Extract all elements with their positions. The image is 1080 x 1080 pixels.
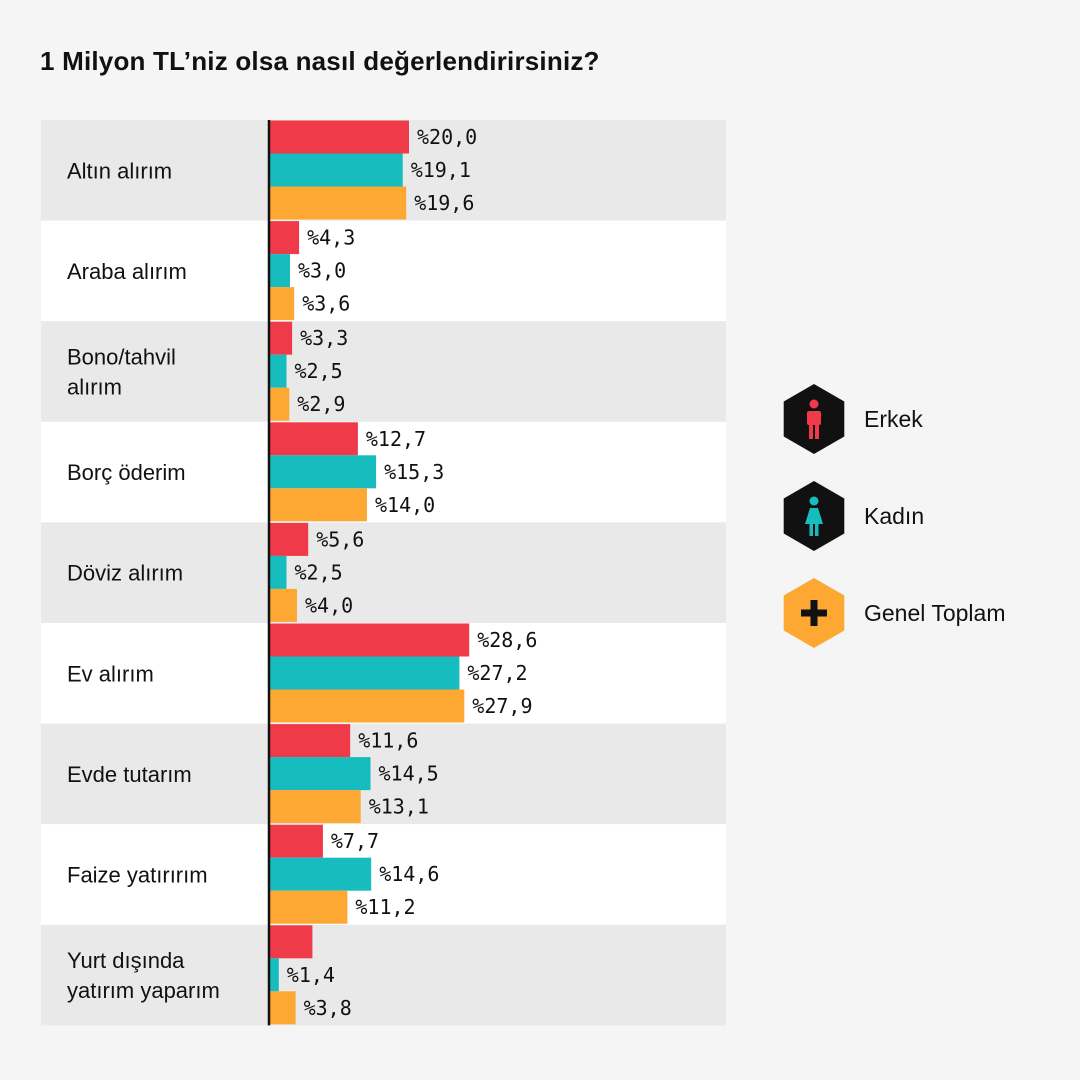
value-label: %2,5 — [295, 359, 343, 383]
bar-genel-toplam — [269, 689, 465, 723]
row-background — [41, 924, 726, 1026]
row-background — [41, 723, 726, 825]
value-label: %20,0 — [417, 125, 477, 149]
row-background — [41, 321, 726, 422]
bar-genel-toplam — [269, 488, 367, 522]
bar-erkek — [269, 321, 293, 355]
value-label: %14,6 — [379, 862, 439, 886]
value-label: %3,6 — [302, 292, 350, 316]
bar-erkek — [269, 422, 358, 456]
bar-kadin — [269, 555, 287, 589]
category-label: Döviz alırım — [67, 561, 183, 586]
legend-item: Kadın — [783, 481, 924, 551]
legend: Erkek Kadın Genel Toplam — [783, 384, 1006, 648]
value-labels: %20,0 %19,1 %19,6 %4,3 %3,0 %3,6 %3,3 %2,5 %2,9%… — [287, 125, 538, 1020]
row-background — [41, 421, 726, 523]
category-label: Bono/tahvil alırım — [67, 345, 176, 400]
female-icon — [783, 481, 845, 551]
value-label: %4,0 — [305, 593, 353, 617]
value-label: %3,0 — [298, 259, 346, 283]
bar-genel-toplam — [269, 287, 295, 321]
value-label: %14,0 — [375, 493, 435, 517]
bar-genel-toplam — [269, 890, 348, 924]
category-label: Borç öderim — [67, 460, 186, 485]
bar-kadin — [269, 958, 279, 992]
value-label: %11,2 — [355, 895, 415, 919]
bar-kadin — [269, 757, 371, 791]
category-label: Altın alırım — [67, 158, 172, 183]
value-label: %7,7 — [331, 829, 379, 853]
category-label: Faize yatırırım — [67, 863, 208, 888]
category-label: Evde tutarım — [67, 762, 192, 787]
legend-item: Erkek — [783, 384, 923, 454]
legend-label: Kadın — [864, 503, 924, 529]
bar-genel-toplam — [269, 588, 297, 622]
value-label: %14,5 — [379, 762, 439, 786]
bar-erkek — [269, 221, 300, 255]
category-labels: Altın alırım Araba alırım Bono/tahvil alırı… — [67, 158, 220, 1003]
value-label: %4,3 — [307, 226, 355, 250]
row-background — [41, 522, 726, 623]
plus-icon — [783, 578, 845, 648]
legend-item: Genel Toplam — [783, 578, 1006, 648]
bar-kadin — [269, 656, 460, 690]
value-label: %2,9 — [297, 392, 345, 416]
legend-label: Erkek — [864, 406, 923, 432]
chart-title: 1 Milyon TL’niz olsa nasıl değerlendirir… — [40, 46, 600, 76]
bar-kadin — [269, 857, 372, 891]
value-label: %3,3 — [300, 326, 348, 350]
bars — [269, 120, 470, 1025]
legend-label: Genel Toplam — [864, 600, 1006, 626]
value-label: %12,7 — [366, 427, 426, 451]
bar-erkek — [269, 724, 351, 758]
value-label: %2,5 — [295, 560, 343, 584]
value-label: %19,1 — [411, 158, 471, 182]
category-label: Ev alırım — [67, 661, 154, 686]
bar-genel-toplam — [269, 790, 361, 824]
row-backgrounds — [41, 120, 726, 1026]
bar-genel-toplam — [269, 387, 290, 421]
bar-erkek — [269, 824, 323, 858]
value-label: %5,6 — [316, 527, 364, 551]
bar-genel-toplam — [269, 186, 407, 220]
bar-kadin — [269, 153, 403, 187]
value-label: %19,6 — [414, 191, 474, 215]
bar-genel-toplam — [269, 991, 296, 1025]
value-label: %27,2 — [467, 661, 527, 685]
value-label: %13,1 — [369, 795, 429, 819]
row-background — [41, 824, 726, 925]
bar-erkek — [269, 120, 409, 154]
value-label: %11,6 — [358, 729, 418, 753]
value-label: %1,4 — [287, 963, 335, 987]
category-label: Araba alırım — [67, 259, 187, 284]
value-label: %3,8 — [304, 996, 352, 1020]
bar-erkek — [269, 925, 313, 959]
value-label: %27,9 — [472, 694, 532, 718]
row-background — [41, 220, 726, 322]
bar-kadin — [269, 455, 377, 489]
bar-erkek — [269, 522, 309, 556]
bar-erkek — [269, 623, 470, 657]
value-label: %28,6 — [477, 628, 537, 652]
value-label: %15,3 — [384, 460, 444, 484]
male-icon — [783, 384, 845, 454]
bar-kadin — [269, 254, 290, 288]
bar-kadin — [269, 354, 287, 388]
category-label: Yurt dışında yatırım yaparım — [67, 948, 220, 1003]
